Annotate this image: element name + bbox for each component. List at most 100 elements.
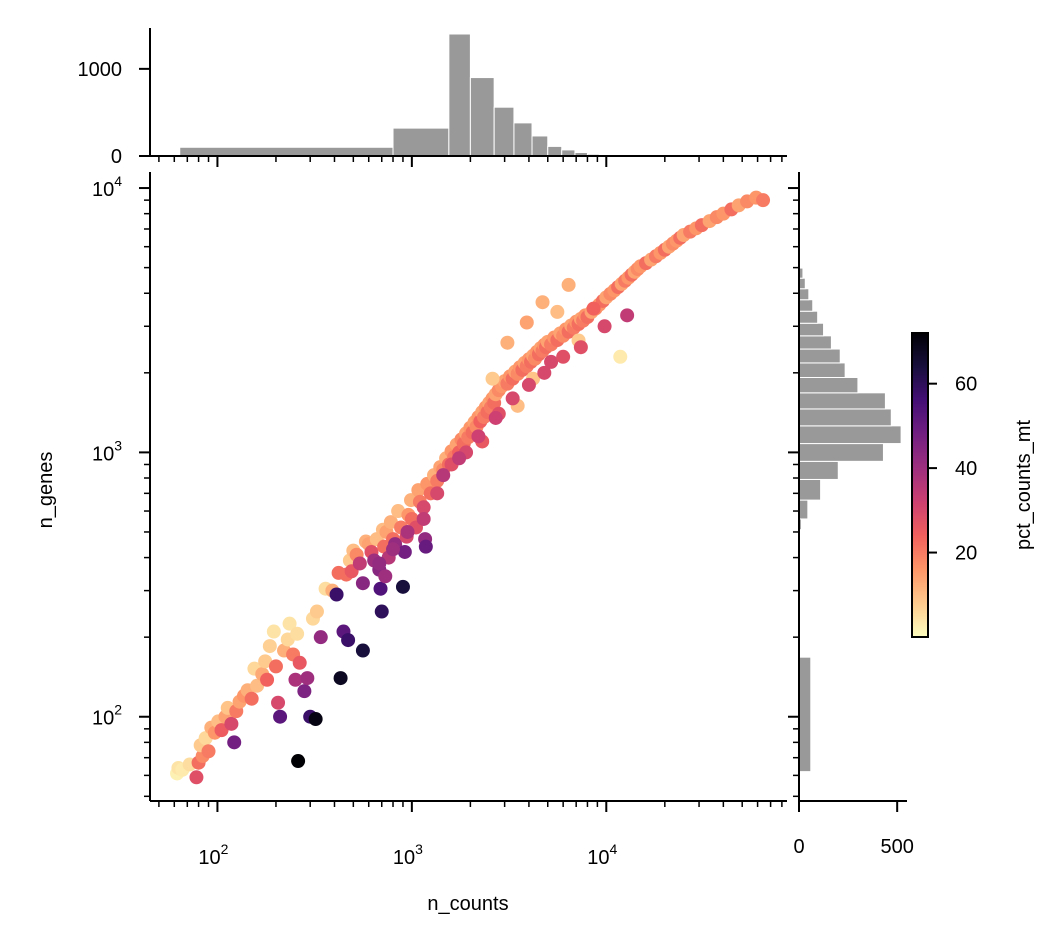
right-histogram-bar [798,460,839,480]
scatter-point [378,569,393,584]
top-hist-x-ticks [158,156,783,167]
x-tick-label: 102 [198,841,228,869]
scatter-point [355,576,370,591]
scatter-point [260,672,275,687]
scatter-point [313,630,328,645]
scatter-point [397,544,412,559]
right-histogram-bar [798,408,892,427]
scatter-point [227,735,242,750]
scatter-point [561,277,576,292]
right-histogram-bar [798,322,825,337]
main-axes: 102 103 104 102 103 104 n_counts n_genes [35,172,787,915]
x-tick-label: 103 [393,841,423,869]
y-axis-title: n_genes [35,452,57,529]
scatter-point [355,643,370,658]
scatter-point [416,500,431,515]
right-histogram-bars [798,267,902,773]
right-x-tick-label: 0 [793,836,804,858]
x-tick-label: 104 [587,841,617,869]
scatter-point [266,624,281,639]
top-histogram-bar [469,77,495,157]
scatter-point [291,754,306,769]
right-histogram-bar [798,499,809,520]
scatter-point [374,604,389,619]
right-x-tick-label: 500 [880,836,913,858]
main-y-ticks: 102 103 104 [92,173,150,798]
top-y-tick-label: 1000 [78,59,123,81]
scatter-point [505,391,520,406]
top-histogram-bar [179,146,394,157]
right-histogram-bar [798,310,819,324]
right-histogram-bar [798,299,814,312]
scatter-point [521,377,536,392]
scatter-point [282,616,297,631]
scatter-point [262,639,277,654]
right-histogram-bar [798,377,859,394]
scatter-point [471,429,486,444]
scatter-point [258,654,273,669]
scatter-point [341,633,356,648]
scatter-point [352,556,367,571]
right-histogram-bar [798,443,884,462]
scatter-point [288,672,303,687]
main-x-ticks: 102 103 104 [158,801,783,869]
right-histogram-bar [798,425,902,445]
scatter-point [309,604,324,619]
top-histogram-bars [179,33,600,157]
colorbar-tick-label: 60 [955,374,977,396]
scatter-point [189,770,204,785]
scatter-point [300,671,315,686]
top-histogram-bar [513,122,533,157]
right-histogram-bar [798,656,812,773]
scatter-point [395,579,410,594]
colorbar-tick-label: 40 [955,458,977,480]
scatter-point [544,354,559,369]
scatter-point [756,193,771,208]
x-axis-title: n_counts [427,893,508,915]
scatter-point [573,340,588,355]
top-histogram-bar [493,106,515,157]
scatter-point [613,349,628,364]
scatter-point [500,335,515,350]
scatter-points [170,190,771,785]
scatter-point [400,524,415,539]
scatter-point [537,365,552,380]
scatter-point [535,295,550,310]
scatter-point [290,626,305,641]
scatter-point [224,716,239,731]
top-hist-y-ticks: 0 1000 [78,59,150,168]
colorbar-tick-label: 20 [955,543,977,565]
colorbar: 20 40 60 pct_counts_mt [911,332,1035,638]
scatter-point [373,581,388,596]
right-histogram-bar [798,335,832,350]
scatter-point [292,655,307,670]
y-tick-label: 104 [92,173,122,201]
right-hist-y-ticks [788,187,799,798]
right-histogram-bar [798,288,810,301]
scatter-point [271,695,286,710]
top-histogram: 0 1000 [78,28,787,168]
scatter-point [519,315,534,330]
scatter-point [418,539,433,554]
scatter-point [268,659,283,674]
right-hist-x-ticks: 0 500 [793,801,914,858]
colorbar-label: pct_counts_mt [1013,420,1035,551]
right-histogram: 0 500 [788,172,914,858]
scatter-point [273,709,288,724]
y-tick-label: 102 [92,702,122,730]
scatter-point [297,684,312,699]
scatter-point [308,712,323,727]
scatter-point [333,671,348,686]
right-histogram-bar [798,362,846,379]
scatter-point [556,349,571,364]
top-histogram-bar [392,127,450,157]
y-tick-label: 103 [92,437,122,465]
scatter-point [586,301,601,316]
scatter-point [550,304,565,319]
scatter-point [597,319,612,334]
top-y-tick-label: 0 [111,146,122,168]
top-histogram-bar [531,135,549,157]
top-histogram-bar [547,145,563,157]
scatter-point [201,744,216,759]
